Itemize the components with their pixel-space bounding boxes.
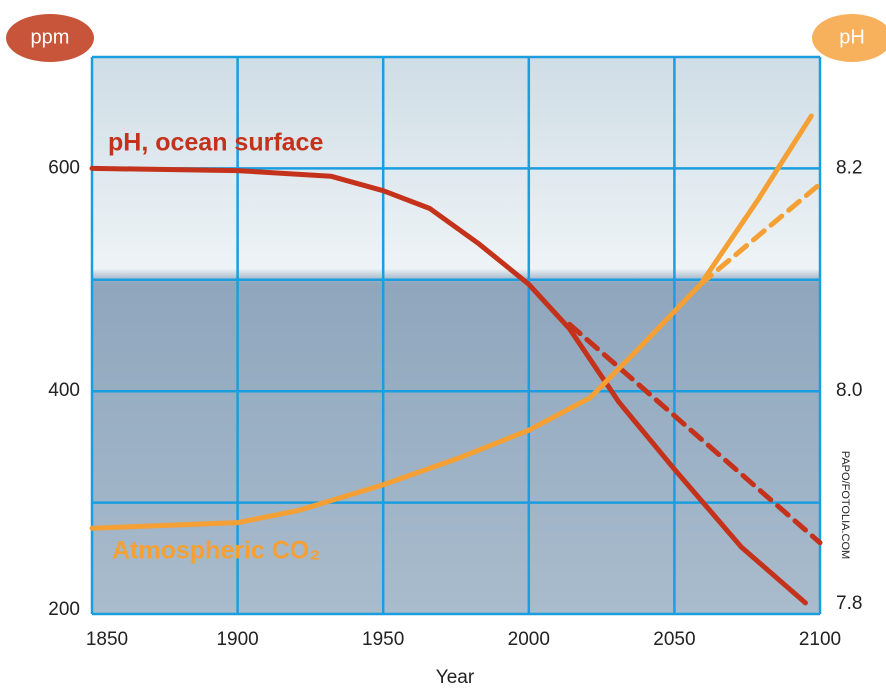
- projection-line: [698, 181, 823, 287]
- data-line: [89, 165, 808, 606]
- x-tick-label: 1900: [216, 629, 258, 650]
- y2-tick-label: 8.0: [836, 380, 862, 401]
- y2-tick-label: 7.8: [836, 593, 862, 614]
- x-tick-label: 2050: [653, 629, 695, 650]
- series-label: pH, ocean surface: [108, 129, 323, 157]
- x-tick-label: 1950: [362, 629, 404, 650]
- y-tick-label: 200: [48, 599, 80, 620]
- series-label: Atmospheric CO₂: [112, 537, 320, 565]
- projection-line: [567, 321, 823, 546]
- y2-axis-label: pH: [839, 26, 865, 48]
- x-tick-label: 2100: [799, 629, 841, 650]
- x-tick-label: 1850: [86, 629, 128, 650]
- data-line: [89, 113, 814, 531]
- y-tick-label: 600: [48, 157, 80, 178]
- y2-tick-label: 8.2: [836, 157, 862, 178]
- ylabel-badge: [6, 14, 94, 62]
- x-axis-label: Year: [436, 667, 475, 688]
- y2label-badge: [812, 14, 886, 62]
- y-tick-label: 400: [48, 380, 80, 401]
- y-axis-label: ppm: [31, 26, 70, 48]
- credit: PAPO/FOTOLIA.COM: [839, 451, 851, 559]
- x-tick-label: 2000: [508, 629, 550, 650]
